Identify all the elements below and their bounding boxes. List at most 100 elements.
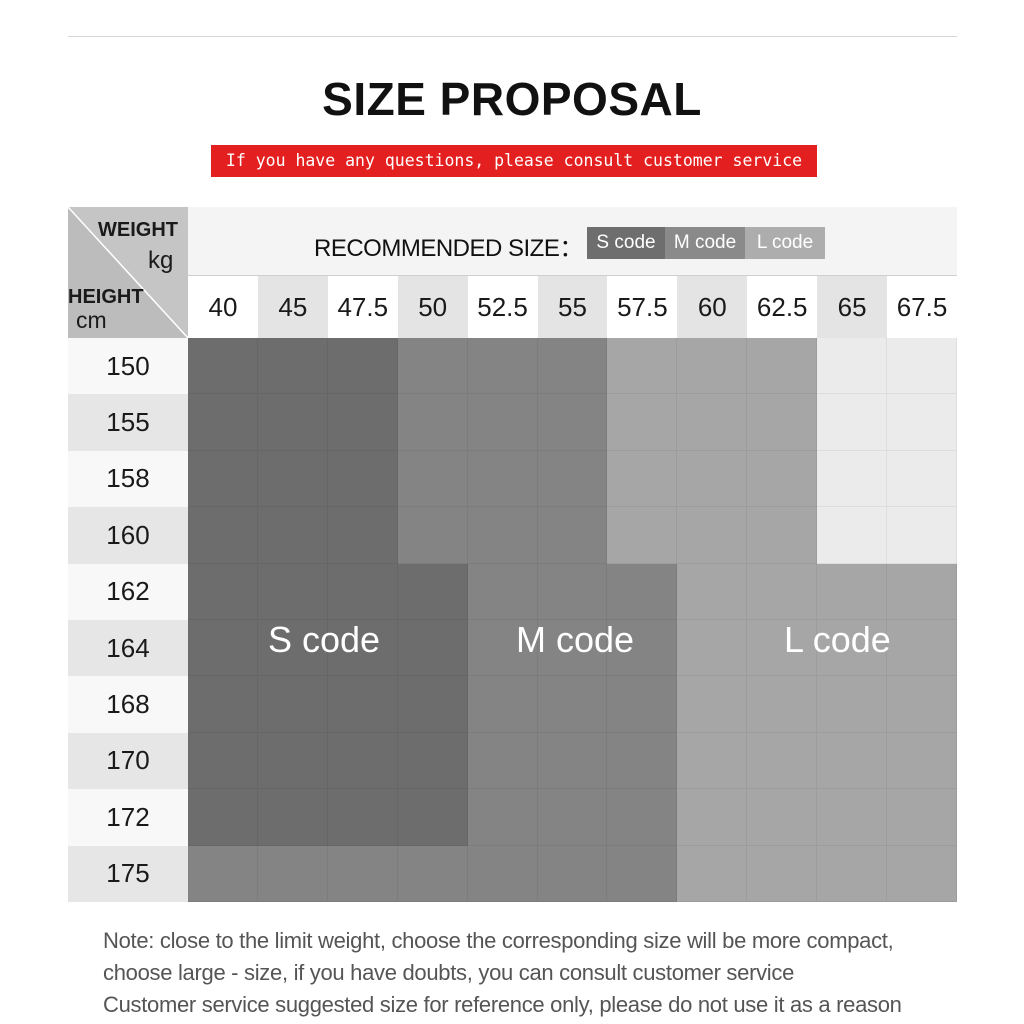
size-cell <box>188 676 258 733</box>
weight-header-cell: 47.5 <box>327 276 398 338</box>
size-cell <box>607 845 678 902</box>
height-row-label: 172 <box>68 789 188 846</box>
weight-header-cell: 50 <box>397 276 468 338</box>
size-cell <box>327 620 398 677</box>
weight-header-cell: 55 <box>537 276 608 338</box>
size-cell <box>327 563 398 620</box>
size-cell <box>747 563 818 620</box>
weight-label: WEIGHT <box>98 219 178 241</box>
size-cell <box>677 394 748 451</box>
size-cell <box>188 507 258 564</box>
weight-header-cell: 40 <box>188 276 258 338</box>
recommended-size-bar: RECOMMENDED SIZE： S code M code L code <box>188 207 957 276</box>
size-cell <box>257 394 328 451</box>
weight-header-cell: 62.5 <box>747 276 818 338</box>
size-cell <box>467 450 538 508</box>
size-cell <box>327 789 398 846</box>
legend-l-code: L code <box>745 227 825 259</box>
size-cell <box>467 676 538 733</box>
size-cell <box>467 620 538 677</box>
size-cell <box>817 394 888 451</box>
size-cell <box>397 338 468 395</box>
size-cell <box>537 789 608 846</box>
size-cell <box>467 338 538 395</box>
height-unit: cm <box>76 307 107 333</box>
size-cell <box>677 845 748 902</box>
size-cell <box>467 507 538 564</box>
size-cell <box>397 620 468 677</box>
weight-header-cell: 45 <box>257 276 328 338</box>
size-cell <box>747 394 818 451</box>
height-row-label: 175 <box>68 845 188 902</box>
size-cell <box>817 789 888 846</box>
size-cell <box>397 450 468 508</box>
size-cell <box>537 338 608 395</box>
size-cell <box>397 507 468 564</box>
weight-unit: kg <box>148 247 174 274</box>
customer-service-banner: If you have any questions, please consul… <box>211 145 817 177</box>
size-cell <box>257 450 328 508</box>
size-cell <box>607 507 678 564</box>
height-row-label: 162 <box>68 563 188 620</box>
zone-label-l: L code <box>784 619 891 660</box>
height-row-label: 168 <box>68 676 188 733</box>
size-cell <box>747 450 818 508</box>
size-cell <box>257 676 328 733</box>
size-cell <box>607 789 678 846</box>
size-cell <box>537 732 608 790</box>
size-cell <box>817 507 888 564</box>
size-cell <box>817 845 888 902</box>
size-cell <box>327 394 398 451</box>
size-cell <box>327 732 398 790</box>
zone-label-m: M code <box>516 619 635 660</box>
size-cell <box>327 450 398 508</box>
size-cell <box>257 338 328 395</box>
size-cell <box>188 450 258 508</box>
size-cell <box>887 676 957 733</box>
legend-m-code: M code <box>665 227 745 259</box>
size-cell <box>677 732 748 790</box>
size-cell <box>887 563 957 620</box>
size-cell <box>817 620 888 677</box>
size-cell <box>537 620 608 677</box>
height-row-label: 150 <box>68 338 188 395</box>
top-divider <box>68 36 957 37</box>
size-cell <box>607 676 678 733</box>
size-cell <box>607 732 678 790</box>
size-cell <box>887 338 957 395</box>
size-cell <box>327 676 398 733</box>
size-cell <box>677 789 748 846</box>
size-cell <box>188 845 258 902</box>
size-cell <box>188 620 258 677</box>
weight-header-cell: 57.5 <box>607 276 678 338</box>
size-cell <box>188 394 258 451</box>
size-cell <box>747 338 818 395</box>
height-row-label: 164 <box>68 620 188 677</box>
weight-header-cell: 52.5 <box>467 276 538 338</box>
size-table: WEIGHT kg HEIGHT cm RECOMMENDED SIZE： S … <box>68 207 957 902</box>
note-line-2: choose large - size, if you have doubts,… <box>103 960 795 985</box>
size-cell <box>677 507 748 564</box>
size-cell <box>747 732 818 790</box>
size-cell <box>747 845 818 902</box>
size-cell <box>467 732 538 790</box>
size-cell <box>887 507 957 564</box>
size-cell <box>747 620 818 677</box>
note-line-1: Note: close to the limit weight, choose … <box>103 928 894 953</box>
size-cell <box>467 845 538 902</box>
size-cell <box>677 450 748 508</box>
size-cell <box>887 450 957 508</box>
size-cell <box>327 845 398 902</box>
size-cell <box>537 450 608 508</box>
size-cell <box>467 394 538 451</box>
zone-label-s: S code <box>268 619 381 660</box>
size-cell <box>467 563 538 620</box>
size-cell <box>537 676 608 733</box>
size-cell <box>397 732 468 790</box>
size-cell <box>327 338 398 395</box>
size-cell <box>257 507 328 564</box>
size-cell <box>397 789 468 846</box>
size-cell <box>188 563 258 620</box>
corner-diagonal-icon <box>68 207 188 338</box>
size-cell <box>747 789 818 846</box>
